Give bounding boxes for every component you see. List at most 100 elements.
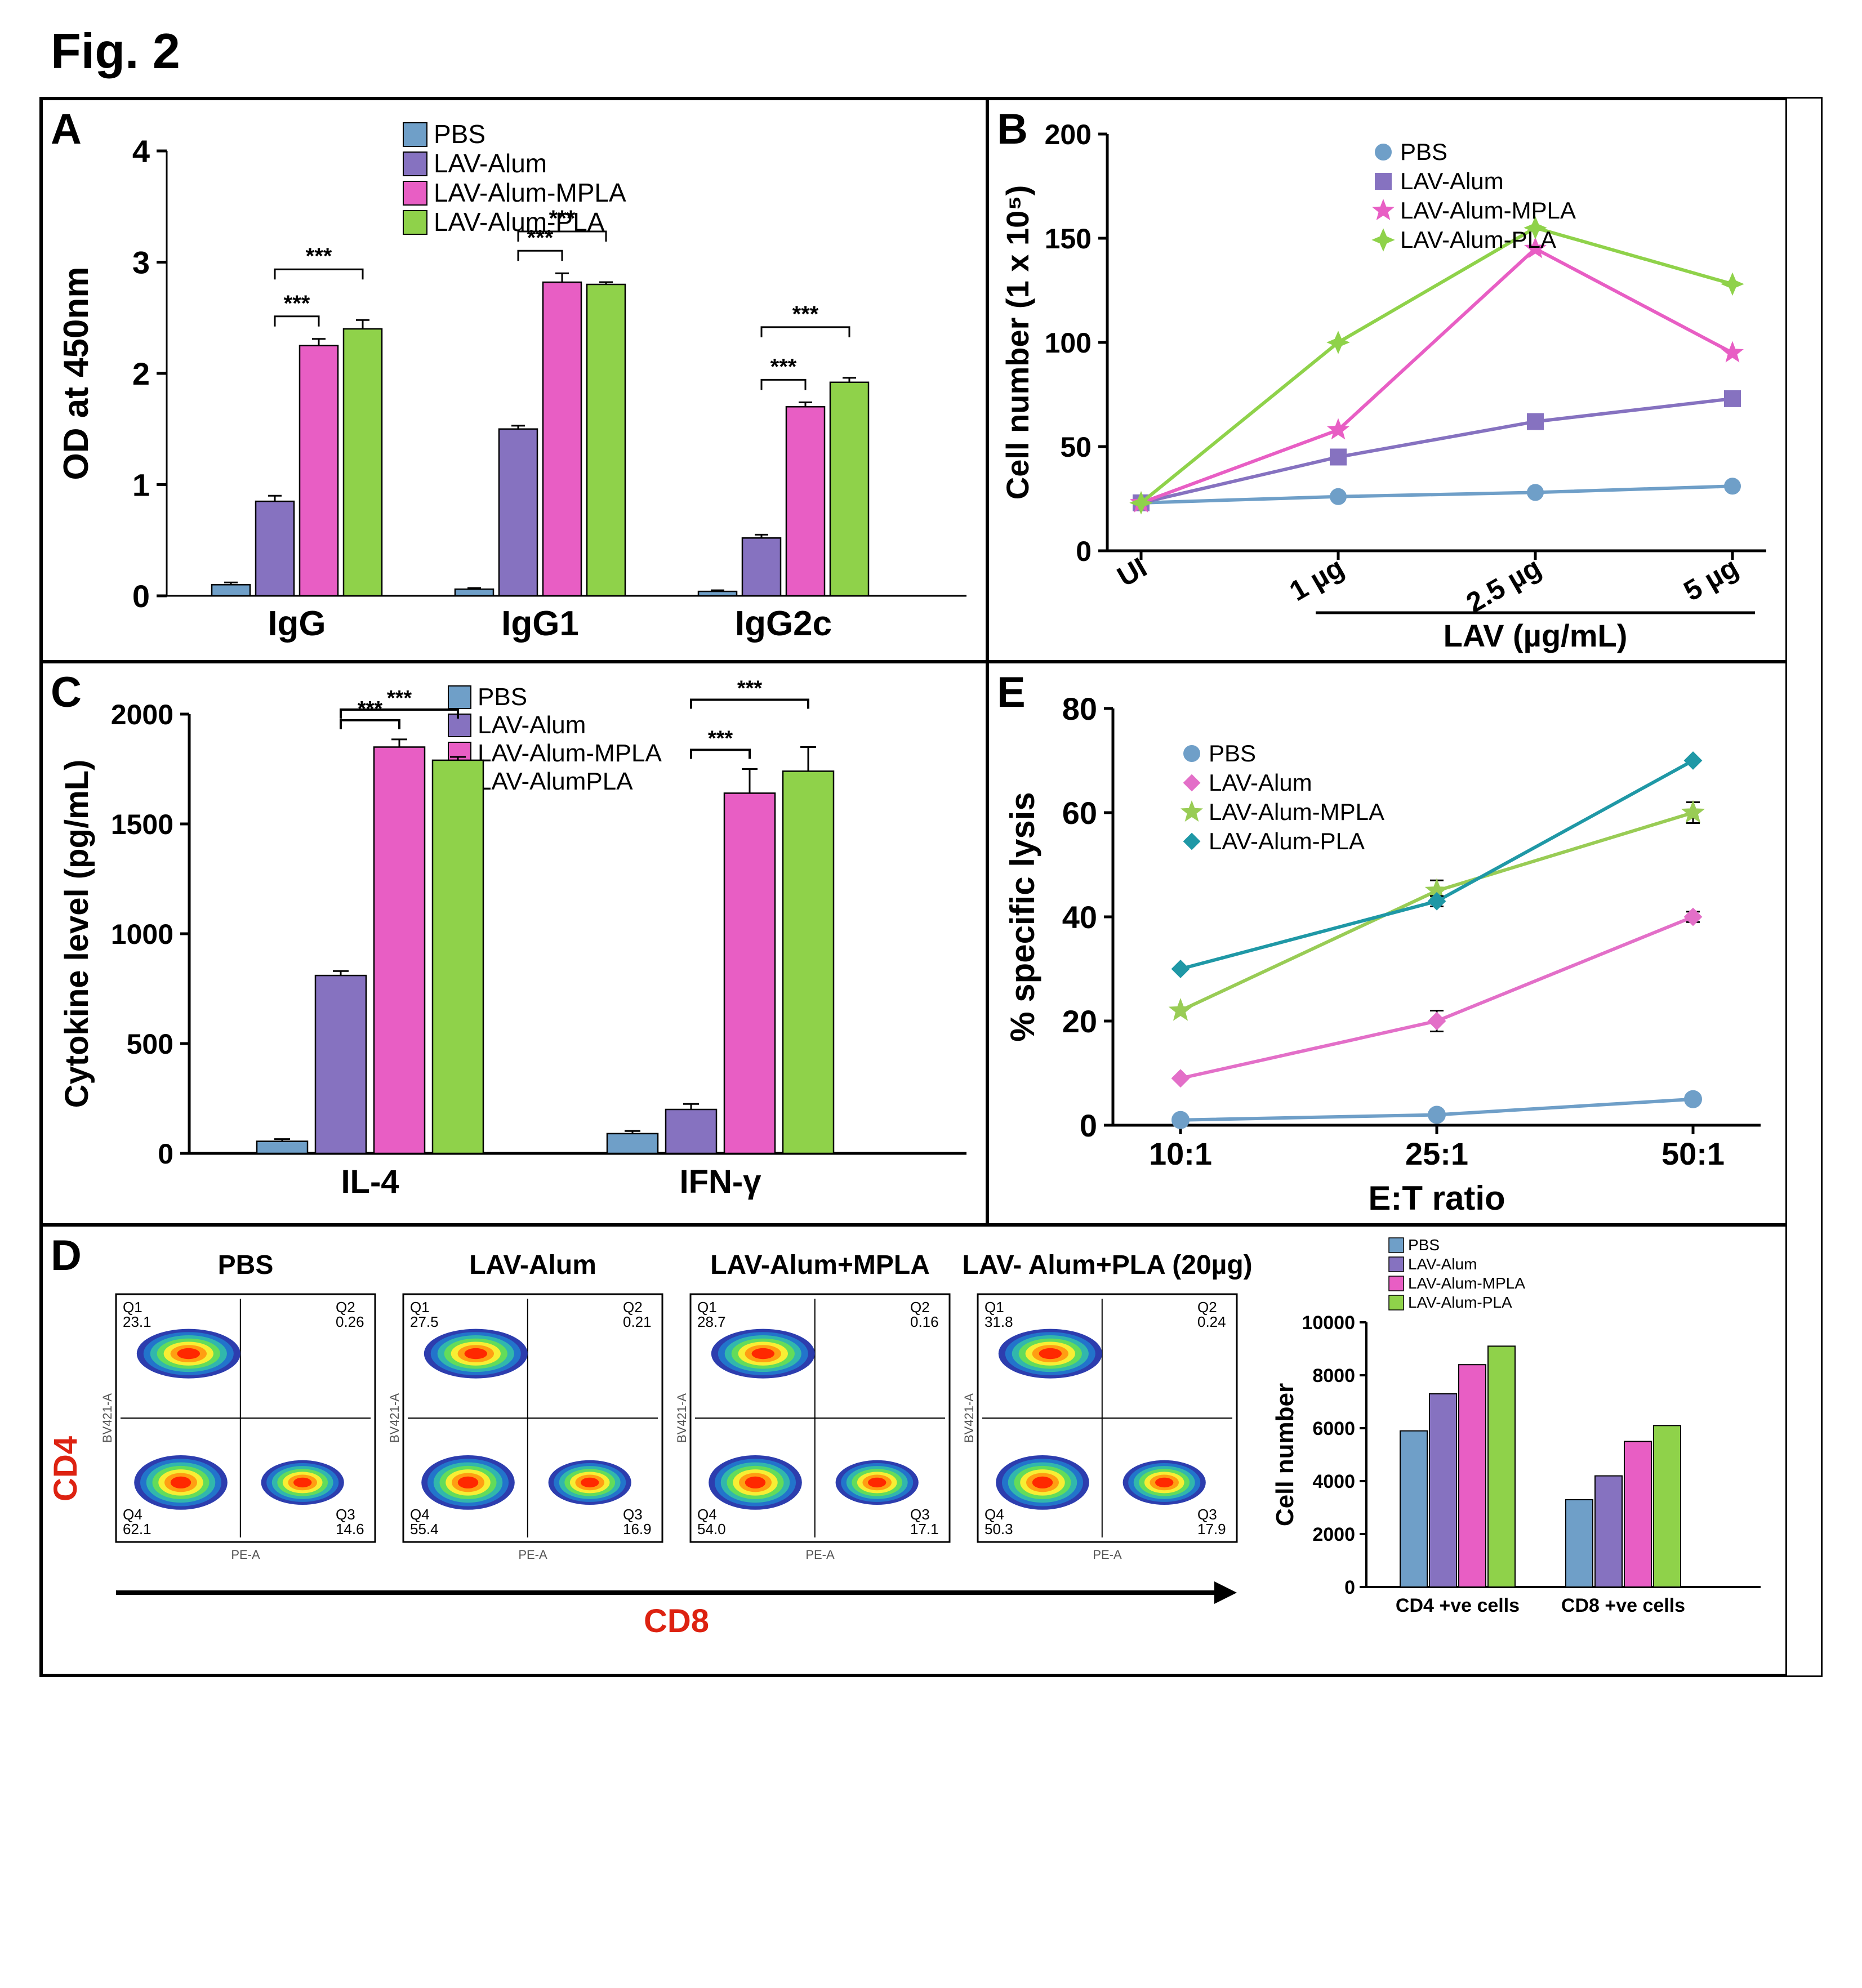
svg-text:2000: 2000 [111,699,173,730]
svg-text:14.6: 14.6 [336,1521,364,1537]
svg-text:% specific lysis: % specific lysis [1004,792,1041,1042]
svg-text:28.7: 28.7 [697,1313,726,1330]
svg-text:1000: 1000 [111,919,173,950]
panel-letter-b: B [997,105,1028,154]
svg-text:LAV-Alum: LAV-Alum [1408,1255,1477,1273]
svg-text:BV421-A: BV421-A [962,1393,976,1443]
panel-a: A 01234OD at 450nmPBSLAV-AlumLAV-Alum-MP… [41,99,987,662]
svg-text:0.21: 0.21 [623,1313,652,1330]
svg-text:54.0: 54.0 [697,1521,726,1537]
svg-text:0.16: 0.16 [910,1313,939,1330]
svg-text:***: *** [708,727,733,751]
svg-text:LAV- Alum+PLA (20µg): LAV- Alum+PLA (20µg) [962,1250,1252,1280]
panel-grid: A 01234OD at 450nmPBSLAV-AlumLAV-Alum-MP… [39,97,1823,1677]
svg-text:PBS: PBS [434,119,485,149]
svg-text:PE-A: PE-A [805,1548,835,1562]
svg-text:PBS: PBS [1408,1236,1440,1254]
svg-text:LAV-Alum-MPLA: LAV-Alum-MPLA [1400,197,1576,224]
svg-text:IgG2c: IgG2c [735,604,832,643]
svg-text:IL-4: IL-4 [341,1164,399,1200]
svg-text:200: 200 [1045,119,1092,150]
svg-text:IgG1: IgG1 [501,604,579,643]
svg-text:2: 2 [132,356,150,391]
svg-text:UI: UI [1112,551,1152,592]
svg-text:1: 1 [132,467,150,503]
svg-text:10000: 10000 [1302,1312,1355,1334]
svg-text:PE-A: PE-A [518,1548,547,1562]
figure-label: Fig. 2 [51,23,1823,80]
svg-text:LAV-Alum-MPLA: LAV-Alum-MPLA [434,178,626,207]
svg-text:4000: 4000 [1312,1471,1355,1492]
svg-text:500: 500 [127,1028,173,1060]
svg-text:17.1: 17.1 [910,1521,939,1537]
svg-text:LAV-Alum: LAV-Alum [478,711,586,739]
svg-text:1500: 1500 [111,809,173,840]
svg-text:BV421-A: BV421-A [387,1393,402,1443]
svg-text:0: 0 [1344,1577,1355,1598]
svg-text:PBS: PBS [218,1250,274,1280]
svg-text:3: 3 [132,245,150,280]
svg-text:LAV-Alum-MPLA: LAV-Alum-MPLA [1209,799,1384,825]
svg-text:62.1: 62.1 [123,1521,152,1537]
svg-text:LAV-Alum-MPLA: LAV-Alum-MPLA [1408,1274,1525,1292]
svg-text:LAV-Alum: LAV-Alum [1400,168,1504,194]
svg-text:8000: 8000 [1312,1365,1355,1387]
svg-text:2000: 2000 [1312,1524,1355,1545]
svg-text:IgG: IgG [268,604,326,643]
panel-letter-c: C [51,668,82,717]
panel-e: E 020406080% specific lysis10:125:150:1E… [987,662,1787,1225]
svg-text:PE-A: PE-A [1093,1548,1122,1562]
svg-text:***: *** [770,354,797,379]
svg-text:0: 0 [158,1138,173,1170]
svg-text:150: 150 [1045,223,1092,255]
svg-text:LAV-Alum+MPLA: LAV-Alum+MPLA [710,1250,930,1280]
svg-text:***: *** [387,687,412,710]
svg-text:0: 0 [132,578,150,614]
svg-text:4: 4 [132,133,150,169]
svg-text:***: *** [284,291,310,316]
svg-text:17.9: 17.9 [1197,1521,1226,1537]
panel-a-chart: 01234OD at 450nmPBSLAV-AlumLAV-Alum-MPLA… [43,100,989,663]
svg-text:23.1: 23.1 [123,1313,152,1330]
svg-text:PBS: PBS [1400,139,1447,165]
svg-text:CD8: CD8 [644,1603,709,1639]
svg-text:IFN-γ: IFN-γ [680,1164,762,1200]
panel-b: B 050100150200Cell number (1 x 10⁵)UI1 µ… [987,99,1787,662]
svg-text:31.8: 31.8 [985,1313,1013,1330]
svg-text:0.24: 0.24 [1197,1313,1226,1330]
svg-text:100: 100 [1045,327,1092,359]
svg-text:OD at 450nm: OD at 450nm [57,266,96,480]
svg-text:LAV-Alum-MPLA: LAV-Alum-MPLA [478,739,662,767]
svg-text:LAV-Alum-PLA: LAV-Alum-PLA [1400,226,1556,253]
svg-text:20: 20 [1062,1004,1097,1039]
svg-text:50: 50 [1060,431,1092,463]
svg-text:50:1: 50:1 [1661,1136,1725,1171]
svg-text:PE-A: PE-A [231,1548,260,1562]
svg-text:16.9: 16.9 [623,1521,652,1537]
svg-text:CD4: CD4 [47,1436,84,1501]
svg-text:Cell number (1 x 10⁵): Cell number (1 x 10⁵) [1000,185,1035,500]
svg-text:E:T ratio: E:T ratio [1368,1179,1505,1217]
svg-text:0: 0 [1076,536,1092,567]
figure-2: Fig. 2 A 01234OD at 450nmPBSLAV-AlumLAV-… [0,0,1862,1717]
svg-text:CD4 +ve cells: CD4 +ve cells [1396,1595,1520,1616]
panel-letter-a: A [51,105,82,154]
svg-text:LAV-Alum-PLA: LAV-Alum-PLA [1209,828,1365,854]
svg-text:Cytokine level (pg/mL): Cytokine level (pg/mL) [59,760,95,1108]
svg-text:2.5 µg: 2.5 µg [1461,551,1547,619]
svg-text:40: 40 [1062,899,1097,935]
svg-text:10:1: 10:1 [1149,1136,1212,1171]
panel-c: C 0 500 1000 1500 2000 Cytokine level (pg/mL)… [41,662,987,1225]
svg-text:***: *** [792,302,819,327]
panel-e-chart: 020406080% specific lysis10:125:150:1E:T… [989,663,1789,1227]
svg-text:***: *** [549,206,576,231]
svg-text:LAV-Alum-PLA: LAV-Alum-PLA [1408,1294,1512,1311]
svg-text:50.3: 50.3 [985,1521,1013,1537]
svg-text:0.26: 0.26 [336,1313,364,1330]
svg-text:PBS: PBS [478,683,527,711]
svg-text:27.5: 27.5 [410,1313,439,1330]
panel-d-content: CD4PBSQ123.1Q20.26Q314.6Q462.1BV421-APE-… [43,1227,1785,1677]
panel-c-chart: 0 500 1000 1500 2000 Cytokine level (pg/mL) PB… [43,663,989,1227]
svg-text:***: *** [306,244,332,269]
svg-text:0: 0 [1080,1108,1097,1143]
